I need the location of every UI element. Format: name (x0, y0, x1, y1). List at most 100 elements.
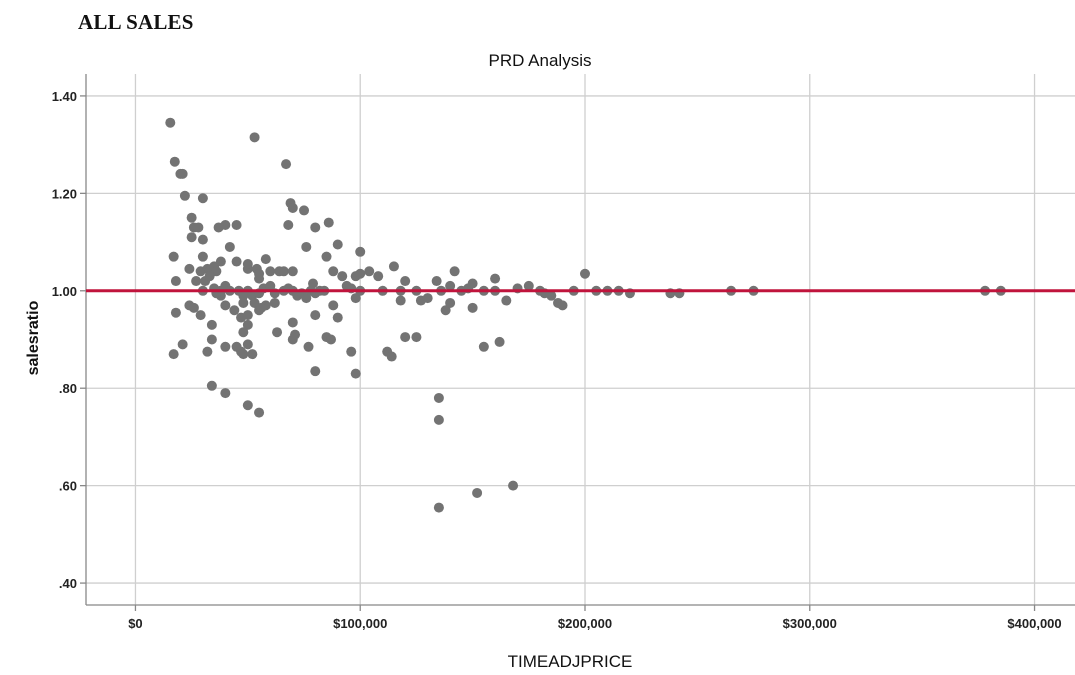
data-point (290, 329, 301, 340)
data-point (213, 222, 224, 233)
data-point (287, 317, 298, 328)
data-point (490, 273, 501, 284)
data-point (346, 346, 357, 357)
data-point (177, 168, 188, 179)
data-point (310, 222, 321, 233)
data-point (220, 388, 231, 399)
data-point (215, 256, 226, 267)
data-point (355, 268, 366, 279)
data-point (332, 312, 343, 323)
data-point (254, 273, 265, 284)
data-point (242, 339, 253, 350)
data-point (287, 266, 298, 277)
data-point (301, 293, 312, 304)
x-tick-label: $300,000 (783, 616, 837, 631)
data-point (287, 202, 298, 213)
x-tick-label: $200,000 (558, 616, 612, 631)
data-point (278, 266, 289, 277)
data-point (168, 349, 179, 360)
data-point (326, 334, 337, 345)
data-point (247, 349, 258, 360)
data-point (350, 293, 361, 304)
data-point (449, 266, 460, 277)
data-point (433, 392, 444, 403)
data-point (445, 297, 456, 308)
data-point (206, 334, 217, 345)
data-point (579, 268, 590, 279)
x-tick-label: $400,000 (1007, 616, 1061, 631)
data-point (433, 502, 444, 513)
x-tick-label: $100,000 (333, 616, 387, 631)
data-point (231, 220, 242, 231)
data-point (321, 251, 332, 262)
data-point (433, 414, 444, 425)
data-point (193, 222, 204, 233)
y-tick-label: .40 (59, 576, 77, 591)
data-point (494, 336, 505, 347)
data-point (169, 156, 180, 167)
data-point (272, 327, 283, 338)
data-point (350, 368, 361, 379)
data-point (364, 266, 375, 277)
data-point (170, 307, 181, 318)
data-point (328, 300, 339, 311)
grid-lines (86, 74, 1075, 605)
x-tick-label: $0 (128, 616, 142, 631)
data-point (238, 349, 249, 360)
data-point (238, 327, 249, 338)
data-point (332, 239, 343, 250)
data-point (242, 319, 253, 330)
data-point (242, 258, 253, 269)
data-point (308, 278, 319, 289)
data-point (184, 263, 195, 274)
data-point (355, 246, 366, 257)
data-point (242, 310, 253, 321)
data-point (220, 300, 231, 311)
data-point (281, 159, 292, 170)
data-point (328, 266, 339, 277)
x-axis-label: TIMEADJPRICE (508, 652, 633, 671)
data-point (188, 302, 199, 313)
data-point (191, 276, 202, 287)
data-point (546, 290, 557, 301)
data-point (400, 332, 411, 343)
data-point (265, 266, 276, 277)
y-tick-label: 1.40 (52, 89, 77, 104)
data-point (179, 190, 190, 201)
data-point (557, 300, 568, 311)
data-point (220, 341, 231, 352)
data-point (170, 276, 181, 287)
data-point (231, 256, 242, 267)
data-point (303, 341, 314, 352)
data-point (386, 351, 397, 362)
data-point (467, 278, 478, 289)
y-tick-label: .60 (59, 479, 77, 494)
data-point (337, 271, 348, 282)
data-point (260, 254, 271, 265)
data-point (249, 132, 260, 143)
tick-labels: .40 .60 .80 1.00 1.20 1.40 $0 $100,000 $200,000 $… (52, 89, 1062, 631)
data-point (323, 217, 334, 228)
data-point (431, 276, 442, 287)
data-point (186, 212, 197, 223)
data-point (472, 487, 483, 498)
data-point (186, 232, 197, 243)
data-point (310, 310, 321, 321)
y-tick-label: 1.00 (52, 284, 77, 299)
data-point (254, 407, 265, 418)
data-point (224, 241, 235, 252)
page-heading: ALL SALES (78, 10, 194, 34)
data-point (197, 234, 208, 245)
data-point (204, 271, 215, 282)
data-point (206, 380, 217, 391)
data-point (238, 297, 249, 308)
data-point (256, 302, 267, 313)
data-point (229, 305, 240, 316)
data-point (197, 193, 208, 204)
y-tick-label: 1.20 (52, 186, 77, 201)
data-point (310, 366, 321, 377)
data-point (283, 220, 294, 231)
data-point (395, 295, 406, 306)
data-point (202, 346, 213, 357)
